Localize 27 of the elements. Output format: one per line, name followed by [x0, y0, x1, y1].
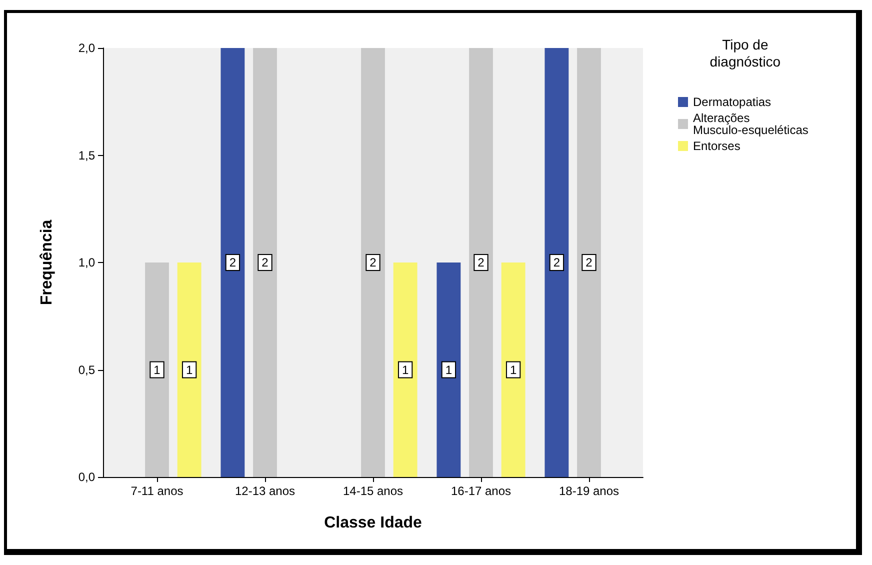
data-label: 2 [262, 256, 269, 270]
x-tick-label: 7-11 anos [130, 484, 184, 498]
legend-title: Tipo de diagnóstico [710, 36, 781, 70]
x-tick-label: 16-17 anos [450, 484, 512, 498]
y-axis-title: Frequência [38, 220, 56, 306]
data-label: 2 [370, 256, 377, 270]
data-label: 1 [186, 362, 193, 377]
y-tick-label: 0,0 [78, 470, 96, 484]
data-label: 1 [402, 362, 409, 377]
legend-label: Dermatopatias [693, 95, 772, 109]
data-label: 2 [586, 256, 593, 270]
y-tick-label: 1,0 [78, 256, 96, 270]
data-label: 2 [478, 256, 485, 270]
legend-label: Entorses [693, 139, 740, 153]
x-axis-title: Classe Idade [324, 514, 422, 532]
data-label: 2 [229, 256, 236, 270]
data-label: 1 [510, 362, 517, 377]
legend-label: Alterações Musculo-esqueléticas [693, 111, 808, 137]
y-tick-label: 1,5 [78, 148, 96, 162]
x-tick-label: 12-13 anos [234, 484, 296, 498]
x-tick-label: 14-15 anos [342, 484, 404, 498]
y-tick-label: 0,5 [78, 362, 96, 377]
data-label: 2 [553, 256, 560, 270]
data-label: 1 [154, 362, 161, 377]
y-tick-label: 2,0 [78, 41, 96, 55]
data-label: 1 [445, 362, 452, 377]
x-tick-label: 18-19 anos [558, 484, 620, 498]
